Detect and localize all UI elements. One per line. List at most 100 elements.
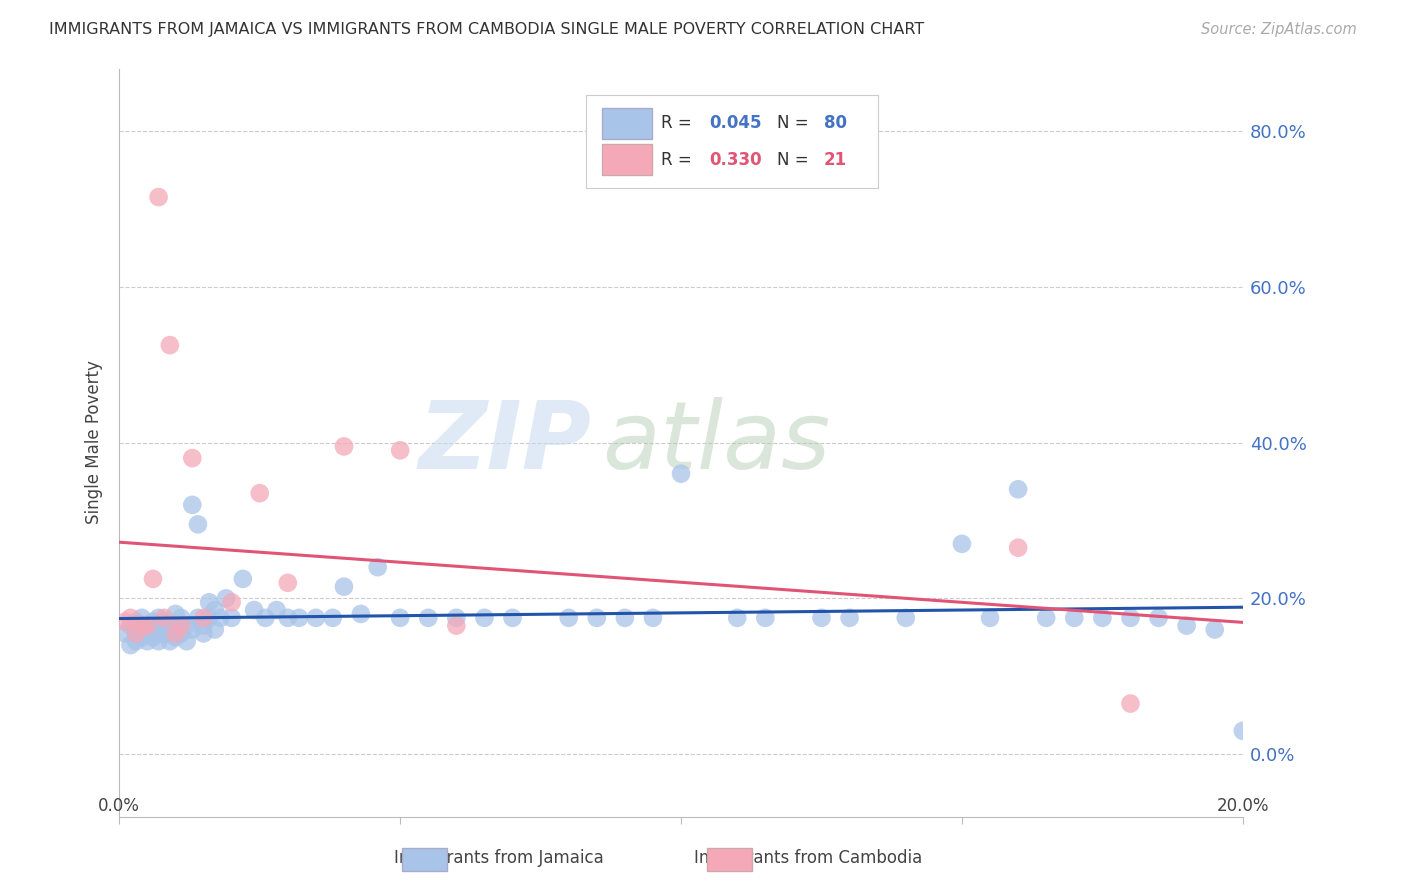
Point: [446, 611, 468, 625]
Point: [120, 618, 142, 632]
Point: [131, 611, 153, 625]
Point: [181, 498, 204, 512]
Text: R =: R =: [661, 114, 697, 133]
Point: [170, 611, 193, 625]
FancyBboxPatch shape: [602, 144, 652, 176]
Point: [613, 611, 636, 625]
Point: [418, 611, 440, 625]
Point: [204, 623, 226, 637]
Point: [142, 630, 165, 644]
Point: [187, 611, 209, 625]
Text: 20.0%: 20.0%: [1216, 797, 1270, 815]
Point: [142, 623, 165, 637]
Point: [215, 591, 238, 606]
FancyBboxPatch shape: [602, 108, 652, 139]
Point: [148, 626, 170, 640]
Point: [1063, 611, 1085, 625]
Point: [125, 626, 148, 640]
Text: 0.330: 0.330: [709, 151, 762, 169]
Point: [148, 634, 170, 648]
Point: [1204, 623, 1226, 637]
Point: [181, 451, 204, 466]
Text: IMMIGRANTS FROM JAMAICA VS IMMIGRANTS FROM CAMBODIA SINGLE MALE POVERTY CORRELAT: IMMIGRANTS FROM JAMAICA VS IMMIGRANTS FR…: [49, 22, 925, 37]
Point: [125, 626, 148, 640]
Point: [131, 618, 153, 632]
Point: [187, 517, 209, 532]
Point: [641, 611, 664, 625]
Point: [585, 611, 607, 625]
Point: [193, 618, 215, 632]
Point: [221, 611, 243, 625]
Text: ZIP: ZIP: [419, 397, 591, 489]
Point: [1119, 611, 1142, 625]
Point: [1007, 541, 1029, 555]
Point: [367, 560, 389, 574]
Point: [322, 611, 344, 625]
Point: [125, 615, 148, 629]
Point: [232, 572, 254, 586]
Point: [176, 634, 198, 648]
Point: [305, 611, 328, 625]
Point: [204, 603, 226, 617]
FancyBboxPatch shape: [585, 95, 877, 188]
Point: [165, 623, 187, 637]
Text: N =: N =: [776, 114, 814, 133]
Point: [474, 611, 496, 625]
Point: [142, 572, 165, 586]
Point: [333, 580, 356, 594]
Point: [333, 439, 356, 453]
Point: [193, 611, 215, 625]
Point: [136, 618, 159, 632]
Text: 0.045: 0.045: [709, 114, 762, 133]
Point: [389, 611, 412, 625]
Point: [136, 626, 159, 640]
Point: [148, 611, 170, 625]
Point: [389, 443, 412, 458]
Point: [446, 618, 468, 632]
Text: R =: R =: [661, 151, 697, 169]
Point: [249, 486, 271, 500]
Point: [114, 626, 136, 640]
Point: [1119, 697, 1142, 711]
Text: 21: 21: [824, 151, 846, 169]
Text: atlas: atlas: [602, 397, 831, 488]
Point: [176, 618, 198, 632]
Y-axis label: Single Male Poverty: Single Male Poverty: [86, 360, 103, 524]
Point: [193, 626, 215, 640]
Text: Immigrants from Cambodia: Immigrants from Cambodia: [695, 849, 922, 867]
Point: [198, 595, 221, 609]
Text: N =: N =: [776, 151, 814, 169]
Point: [838, 611, 860, 625]
Point: [153, 623, 176, 637]
Point: [165, 626, 187, 640]
Point: [1007, 483, 1029, 497]
Point: [1147, 611, 1170, 625]
Point: [153, 626, 176, 640]
Point: [114, 615, 136, 629]
Point: [159, 618, 181, 632]
Text: Immigrants from Jamaica: Immigrants from Jamaica: [394, 849, 605, 867]
Point: [754, 611, 776, 625]
Point: [136, 634, 159, 648]
Point: [725, 611, 748, 625]
Point: [810, 611, 832, 625]
Point: [165, 607, 187, 621]
Point: [125, 634, 148, 648]
Point: [165, 630, 187, 644]
Point: [1091, 611, 1114, 625]
Point: [288, 611, 311, 625]
Point: [266, 603, 288, 617]
Point: [120, 638, 142, 652]
Point: [221, 595, 243, 609]
Point: [209, 611, 232, 625]
Point: [159, 338, 181, 352]
Point: [254, 611, 277, 625]
Point: [148, 190, 170, 204]
Point: [153, 611, 176, 625]
Point: [1175, 618, 1198, 632]
Point: [557, 611, 579, 625]
Text: Source: ZipAtlas.com: Source: ZipAtlas.com: [1201, 22, 1357, 37]
Point: [170, 626, 193, 640]
Point: [950, 537, 973, 551]
Point: [181, 623, 204, 637]
